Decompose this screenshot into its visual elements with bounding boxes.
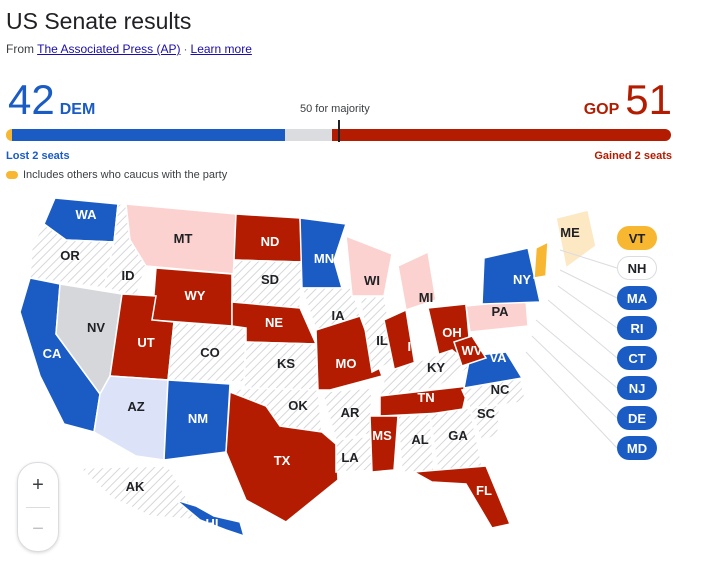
plus-icon: +	[32, 473, 44, 496]
source-prefix: From	[6, 42, 34, 56]
caucus-note: Includes others who caucus with the part…	[6, 169, 227, 181]
state-pill-md[interactable]: MD	[617, 436, 657, 460]
state-pill-label: RI	[630, 320, 644, 336]
dem-count: 42	[8, 76, 55, 123]
state-wv[interactable]	[453, 335, 488, 367]
state-wy[interactable]	[151, 267, 233, 327]
state-pill-nh[interactable]: NH	[617, 256, 657, 280]
state-ks[interactable]	[243, 341, 319, 391]
state-co[interactable]	[167, 321, 247, 383]
state-pill-ri[interactable]: RI	[617, 316, 657, 340]
learn-more-link[interactable]: Learn more	[190, 42, 252, 56]
us-map: WAORCANVIDMTWYUTAZCONMNDSDNEKSOKTXMNIAMO…	[19, 197, 618, 538]
state-az[interactable]	[93, 375, 169, 461]
dem-change: Lost 2 seats	[6, 150, 70, 162]
source-line: From The Associated Press (AP) · Learn mor…	[6, 42, 252, 56]
seat-bar-undecided	[285, 129, 332, 141]
gop-seats: GOP 51	[583, 76, 672, 123]
state-pill-ma[interactable]: MA	[617, 286, 657, 310]
state-pill-label: MD	[626, 440, 648, 456]
state-pill-label: NH	[627, 260, 647, 276]
state-mn[interactable]	[299, 217, 347, 289]
leader-line-ct	[547, 299, 618, 359]
state-pill-de[interactable]: DE	[617, 406, 657, 430]
seat-bar-ind	[6, 129, 12, 141]
page-title: US Senate results	[6, 8, 192, 34]
state-ky[interactable]	[379, 349, 474, 397]
seat-bar	[6, 129, 671, 141]
state-pill-vt[interactable]: VT	[617, 226, 657, 250]
leader-line-ma	[559, 269, 618, 299]
state-nd[interactable]	[233, 213, 303, 263]
state-mi[interactable]	[397, 250, 437, 311]
state-pill-label: NJ	[628, 380, 646, 396]
state-pill-nj[interactable]: NJ	[617, 376, 657, 400]
dem-label: DEM	[59, 101, 96, 118]
dem-seats: 42 DEM	[8, 76, 96, 123]
minus-icon: −	[32, 517, 44, 540]
state-pill-label: DE	[627, 410, 647, 426]
leader-line-de	[531, 335, 618, 419]
zoom-out-button[interactable]: −	[18, 507, 58, 551]
state-ny[interactable]	[481, 247, 541, 305]
state-nm[interactable]	[163, 379, 231, 461]
state-vt-shape[interactable]	[533, 240, 549, 279]
majority-label: 50 for majority	[300, 103, 370, 115]
state-pill-label: MA	[626, 290, 648, 306]
caucus-swatch	[6, 171, 18, 179]
seat-bar-gop	[331, 129, 671, 141]
leader-line-ri	[557, 285, 618, 329]
state-fl[interactable]	[411, 465, 512, 529]
zoom-in-button[interactable]: +	[18, 463, 58, 507]
state-hi[interactable]	[175, 499, 246, 538]
state-pill-ct[interactable]: CT	[617, 346, 657, 370]
state-ar[interactable]	[321, 387, 373, 441]
zoom-divider	[26, 507, 50, 508]
state-sd[interactable]	[231, 259, 303, 309]
leader-line-nj	[535, 319, 618, 389]
caucus-note-text: Includes others who caucus with the part…	[23, 169, 228, 181]
leader-line-nh	[559, 249, 618, 269]
state-pill-label: VT	[628, 230, 646, 246]
gop-count: 51	[625, 76, 672, 123]
state-ms[interactable]	[369, 415, 399, 473]
seat-bar-dem	[12, 129, 286, 141]
state-pill-label: CT	[628, 350, 646, 366]
leader-line-md	[525, 351, 618, 449]
state-wi[interactable]	[345, 234, 393, 297]
state-pa[interactable]	[465, 299, 529, 333]
state-al[interactable]	[397, 413, 435, 473]
majority-marker	[338, 120, 340, 142]
gop-change: Gained 2 seats	[594, 150, 672, 162]
state-ak[interactable]	[78, 465, 202, 521]
gop-label: GOP	[583, 101, 620, 118]
separator: ·	[183, 42, 188, 56]
source-link[interactable]: The Associated Press (AP)	[37, 42, 181, 56]
zoom-control: + −	[17, 462, 59, 552]
